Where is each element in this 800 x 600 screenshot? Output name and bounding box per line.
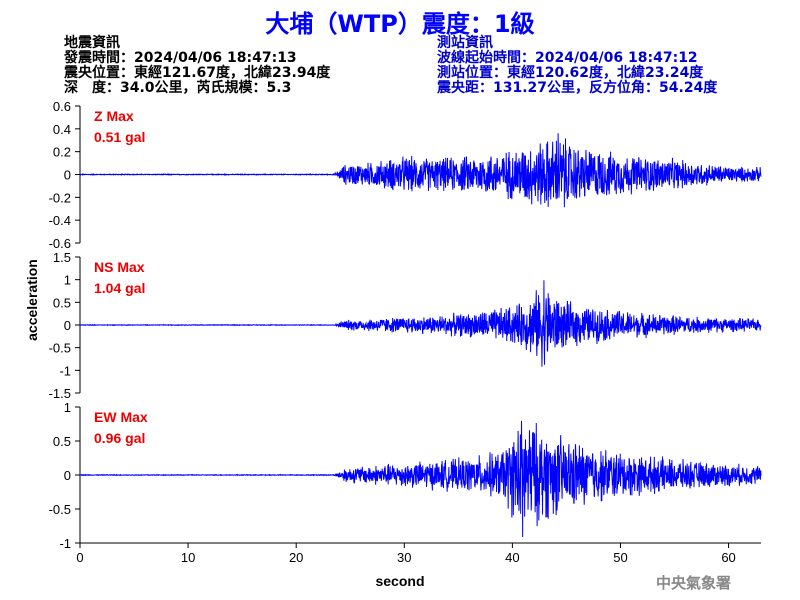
- y-tick-label: 0: [64, 318, 71, 333]
- earthquake-info-heading: 地震資訊: [64, 35, 120, 51]
- y-tick-label: -0.4: [49, 213, 71, 228]
- depth-magnitude: 深 度：34.0公里，芮氏規模：5.3: [64, 80, 292, 96]
- y-tick-label: -1: [59, 363, 71, 378]
- x-tick-label: 60: [721, 550, 735, 565]
- panel-max-ew: 0.96 gal: [94, 430, 145, 446]
- y-tick-label: 0: [64, 468, 71, 483]
- panel-max-ns: 1.04 gal: [94, 280, 145, 296]
- origin-time: 發震時間：2024/04/06 18:47:13: [64, 50, 297, 66]
- x-tick-label: 30: [397, 550, 411, 565]
- station-location: 測站位置：東經120.62度，北緯23.24度: [437, 65, 704, 81]
- y-tick-label: -1.5: [49, 386, 71, 401]
- waveform-ns: [79, 280, 762, 367]
- panel-label-z: Z Max: [94, 108, 134, 124]
- x-tick-label: 20: [289, 550, 303, 565]
- epicenter-location: 震央位置：東經121.67度，北緯23.94度: [64, 65, 331, 81]
- y-tick-label: 0.5: [53, 434, 71, 449]
- panel-max-z: 0.51 gal: [94, 129, 145, 145]
- earthquake-info-block: 地震資訊 發震時間：2024/04/06 18:47:13 震央位置：東經121…: [64, 36, 330, 96]
- panel-label-ns: NS Max: [94, 259, 145, 275]
- y-tick-label: 0: [64, 168, 71, 183]
- waveform-z: [79, 133, 762, 208]
- y-tick-label: -0.5: [49, 341, 71, 356]
- x-tick-label: 50: [613, 550, 627, 565]
- x-tick-label: 0: [76, 550, 83, 565]
- y-tick-label: 0.5: [53, 295, 71, 310]
- wave-start-time: 波線起始時間：2024/04/06 18:47:12: [437, 50, 698, 66]
- y-tick-label: 1: [64, 400, 71, 415]
- agency-name: 中央氣象署: [656, 574, 732, 592]
- y-tick-label: 0.2: [53, 145, 71, 160]
- y-tick-label: -0.6: [49, 236, 71, 251]
- station-info-block: 測站資訊 波線起始時間：2024/04/06 18:47:12 測站位置：東經1…: [437, 36, 717, 96]
- y-tick-label: -0.2: [49, 190, 71, 205]
- x-tick-label: 10: [181, 550, 195, 565]
- chart-title: 大埔（WTP）震度：1級: [265, 10, 535, 38]
- epicentral-distance: 震央距：131.27公里，反方位角：54.24度: [437, 80, 718, 96]
- y-tick-label: -1: [59, 536, 71, 551]
- y-tick-label: -0.5: [49, 502, 71, 517]
- panel-label-ew: EW Max: [94, 409, 148, 425]
- y-tick-label: 1: [64, 273, 71, 288]
- y-axis-label: acceleration: [24, 259, 40, 341]
- x-axis-label: second: [375, 573, 424, 589]
- station-info-heading: 測站資訊: [437, 35, 493, 51]
- y-tick-label: 1.5: [53, 250, 71, 265]
- x-tick-label: 40: [505, 550, 519, 565]
- waveform-ew: [79, 420, 762, 538]
- y-tick-label: 0.6: [53, 99, 71, 114]
- y-tick-label: 0.4: [53, 122, 71, 137]
